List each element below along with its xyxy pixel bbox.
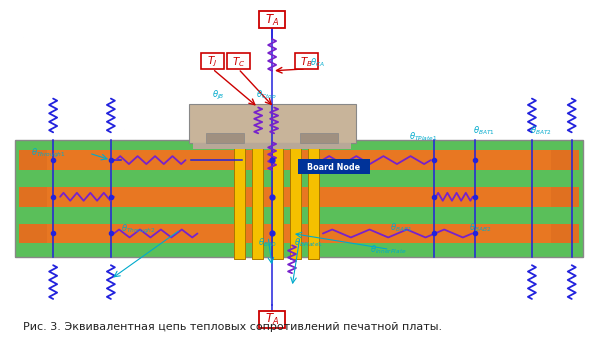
Text: $\theta_{BAB2}$: $\theta_{BAB2}$ (469, 221, 492, 234)
Bar (19, 187, 47, 207)
Text: $T_B$: $T_B$ (300, 55, 312, 69)
Text: Board Node: Board Node (307, 163, 361, 172)
Bar (551, 187, 579, 207)
Bar (551, 150, 579, 170)
Bar (551, 224, 579, 243)
Bar (194, 143, 351, 149)
Text: $\theta_{BPlate1}$: $\theta_{BPlate1}$ (294, 236, 323, 249)
Text: $\theta_{Through2}$: $\theta_{Through2}$ (121, 223, 155, 236)
Bar (19, 150, 579, 170)
Bar (19, 224, 579, 243)
Bar (227, 53, 250, 69)
Text: $\theta_{InnerPlate}$: $\theta_{InnerPlate}$ (370, 243, 407, 256)
Text: $T_J$: $T_J$ (208, 55, 218, 69)
Text: $\theta_{BAT2}$: $\theta_{BAT2}$ (530, 124, 552, 137)
Bar (295, 53, 318, 69)
Text: $\theta_{Ctop}$: $\theta_{Ctop}$ (256, 89, 277, 102)
Bar (202, 53, 224, 69)
Bar (259, 11, 285, 28)
Text: Рис. 3. Эквивалентная цепь тепловых сопротивлений печатной платы.: Рис. 3. Эквивалентная цепь тепловых сопр… (23, 322, 443, 332)
Bar (188, 104, 356, 143)
Text: $\theta_{TPlate1}$: $\theta_{TPlate1}$ (410, 130, 438, 143)
Text: $\theta_{CA}$: $\theta_{CA}$ (310, 57, 325, 69)
Bar (290, 138, 301, 259)
Text: $T_A$: $T_A$ (265, 13, 279, 28)
Bar (308, 138, 319, 259)
Text: $\theta_{BA0}$: $\theta_{BA0}$ (258, 236, 277, 249)
Bar (206, 133, 244, 143)
Text: $\theta_{BAB1}$: $\theta_{BAB1}$ (389, 221, 412, 234)
Bar (16, 140, 582, 257)
Bar (19, 224, 47, 243)
Bar (272, 138, 283, 259)
Text: $\theta_{JB}$: $\theta_{JB}$ (212, 89, 225, 102)
Bar (298, 159, 370, 174)
Text: $\theta_{BAT1}$: $\theta_{BAT1}$ (473, 124, 495, 137)
Bar (19, 150, 47, 170)
Text: $T_A$: $T_A$ (265, 312, 279, 327)
Bar (259, 311, 285, 328)
Bar (252, 138, 263, 259)
Bar (300, 133, 338, 143)
Text: $\theta_{Through1}$: $\theta_{Through1}$ (31, 147, 66, 160)
Bar (234, 138, 245, 259)
Text: $T_C$: $T_C$ (231, 55, 245, 69)
Bar (19, 187, 579, 207)
